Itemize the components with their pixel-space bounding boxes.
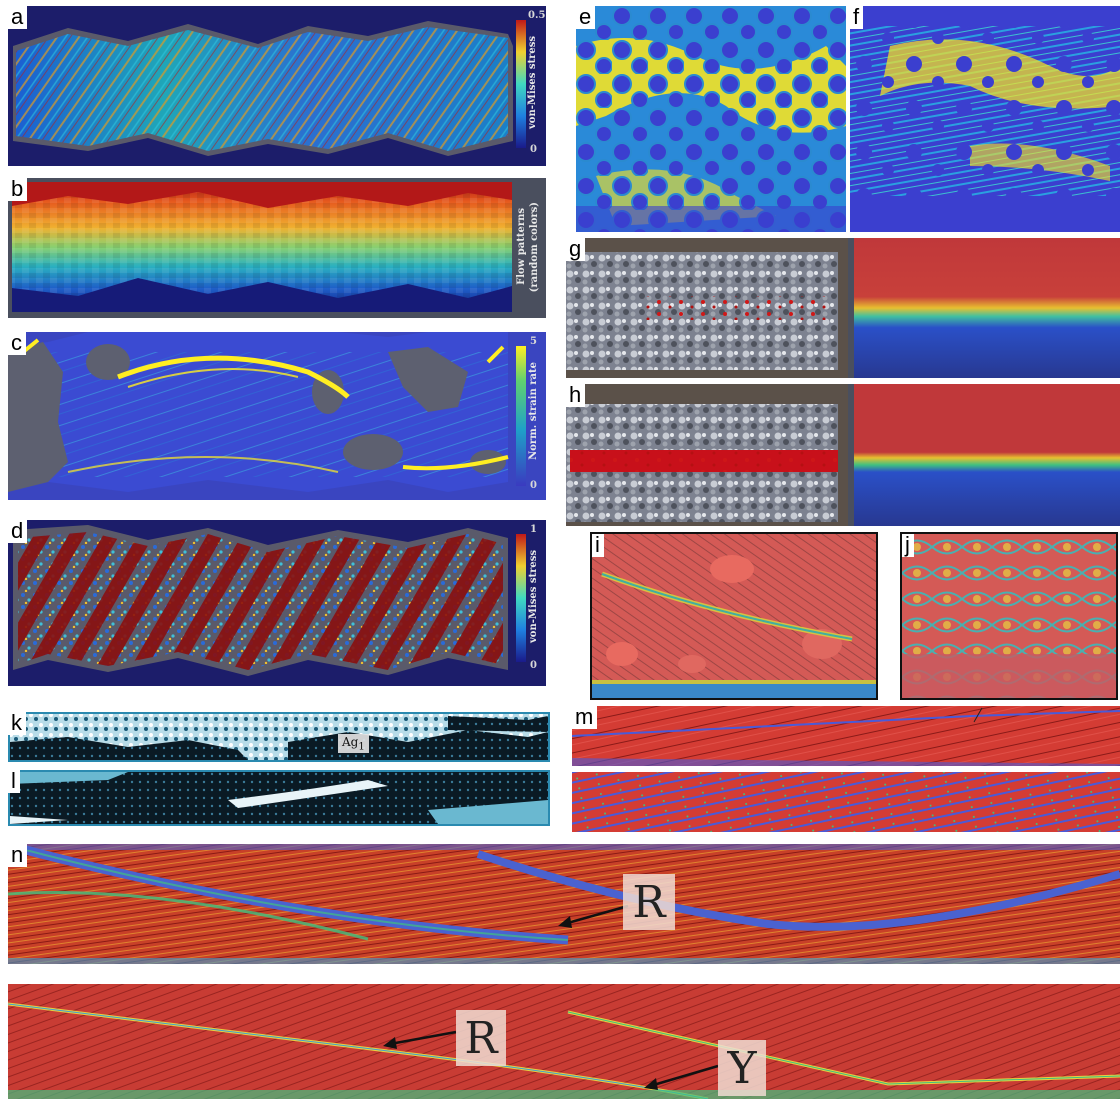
panel-d-colorbar-title: von-Mises stress: [528, 550, 539, 644]
panel-a-colorbar-max: 0.5: [528, 10, 546, 21]
panel-n-label: n: [8, 844, 28, 867]
panel-h-label: h: [566, 384, 586, 407]
panel-d-colorbar-min: 0: [530, 660, 537, 671]
panel-b-image: [12, 182, 542, 312]
panel-b: b Flow patterns (random colors): [8, 178, 546, 318]
panel-n-arrow-bottom-1: [389, 1030, 457, 1046]
panel-g: g: [566, 238, 1120, 378]
panel-l: l: [8, 770, 550, 826]
panel-g-label: g: [566, 238, 586, 261]
panel-a: a 0.5 0 von-Mises stress: [8, 6, 546, 166]
panel-d-image: [13, 525, 526, 676]
panel-h: h: [566, 384, 1120, 526]
panel-f-label: f: [850, 6, 864, 29]
panel-k-annotation-sub: 1: [358, 741, 365, 753]
panel-n: n R R Y: [8, 844, 1120, 1099]
panel-d: d 1 0 von-Mises stress: [8, 520, 546, 686]
panel-b-label: b: [8, 178, 28, 201]
panel-i-label: i: [592, 534, 604, 557]
panel-c: c 5 0 Norm. strain rate: [8, 332, 546, 500]
panel-d-label: d: [8, 520, 28, 543]
panel-j-label: j: [902, 534, 914, 557]
panel-d-colorbar: [516, 534, 526, 662]
panel-n-callout-r-top: R: [623, 874, 675, 930]
panel-e-image: [576, 6, 846, 232]
panel-c-colorbar-max: 5: [530, 336, 537, 347]
panel-c-image: [8, 332, 546, 500]
panel-a-colorbar-min: 0: [530, 144, 537, 155]
panel-i-image: [592, 534, 876, 698]
panel-a-colorbar: [516, 20, 526, 148]
panel-n-arrow-top: [563, 904, 629, 926]
panel-b-colorbar-title-2: (random colors): [529, 202, 540, 293]
panel-e: e: [576, 6, 846, 232]
panel-l-image: [10, 772, 548, 824]
panel-k-annotation: Ag1: [338, 734, 369, 754]
panel-f-image: [850, 6, 1120, 232]
panel-k: k Ag1: [8, 712, 550, 762]
panel-k-annotation-text: Ag: [342, 735, 359, 749]
panel-n-callout-r-bottom: R: [456, 1010, 506, 1066]
panel-g-image: [566, 238, 1120, 378]
panel-c-label: c: [8, 332, 26, 355]
panel-c-colorbar: [516, 346, 526, 486]
panel-m-image: [572, 706, 1120, 832]
panel-m-label: m: [572, 706, 598, 729]
panel-k-label: k: [8, 712, 26, 735]
panel-h-image: [566, 384, 1120, 526]
panel-f: f: [850, 6, 1120, 232]
panel-l-label: l: [8, 770, 20, 793]
panel-n-callout-y-bottom: Y: [718, 1040, 766, 1096]
panel-a-label: a: [8, 6, 28, 29]
panel-e-label: e: [576, 6, 596, 29]
panel-c-colorbar-title: Norm. strain rate: [528, 362, 539, 460]
panel-i: i: [590, 532, 878, 700]
panel-k-image: [10, 714, 548, 760]
panel-a-image: [13, 20, 526, 156]
panel-n-image: [8, 844, 1120, 1099]
panel-b-colorbar-title-1: Flow patterns: [516, 208, 527, 285]
panel-d-colorbar-max: 1: [530, 524, 537, 535]
panel-n-arrow-bottom-2: [649, 1064, 719, 1088]
panel-j-image: [902, 534, 1116, 698]
panel-c-colorbar-min: 0: [530, 480, 537, 491]
panel-j: j: [900, 532, 1118, 700]
panel-m: m: [572, 706, 1120, 832]
panel-a-colorbar-title: von-Mises stress: [527, 36, 538, 130]
